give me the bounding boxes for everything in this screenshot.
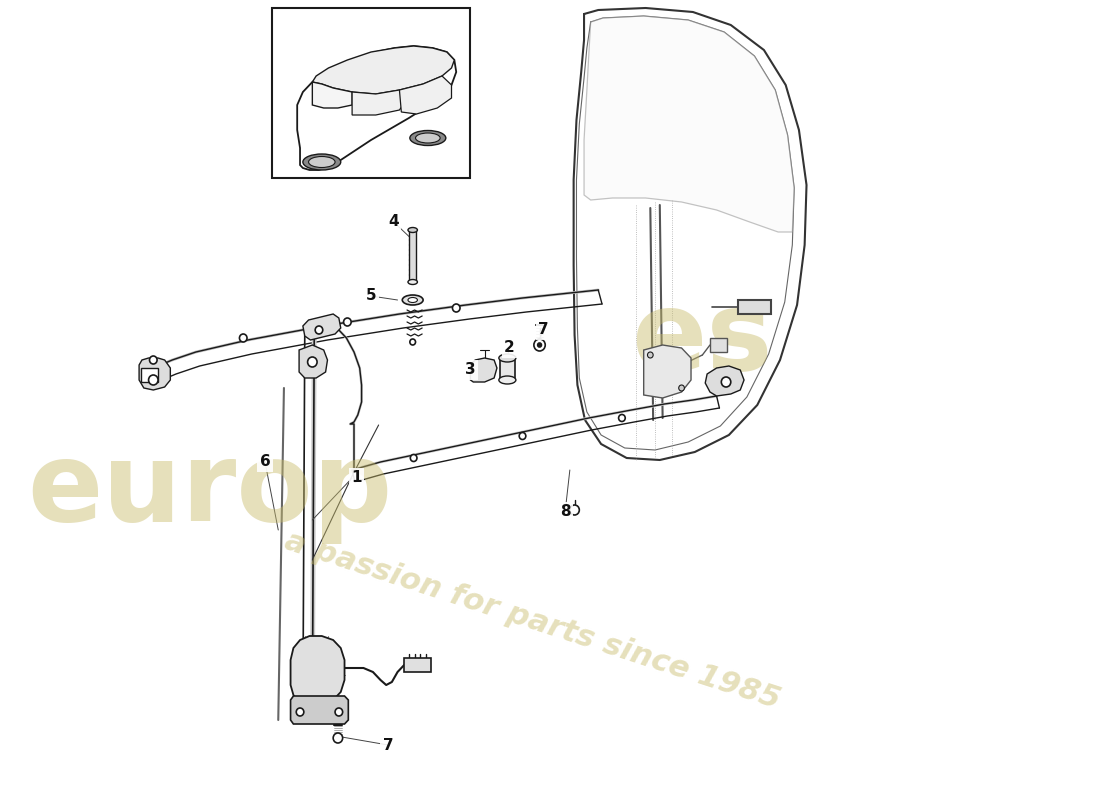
Circle shape [452, 304, 460, 312]
Circle shape [333, 733, 342, 743]
Ellipse shape [408, 298, 417, 302]
Circle shape [538, 343, 541, 347]
Text: 4: 4 [388, 214, 399, 230]
Circle shape [343, 318, 351, 326]
Bar [141, 368, 158, 382]
Text: a passion for parts since 1985: a passion for parts since 1985 [280, 526, 783, 714]
Bar [499, 358, 515, 380]
Ellipse shape [416, 133, 440, 143]
Circle shape [679, 385, 684, 391]
Circle shape [410, 339, 416, 345]
Circle shape [336, 708, 342, 716]
Polygon shape [302, 314, 341, 340]
Text: es: es [631, 286, 773, 394]
Text: 3: 3 [465, 362, 476, 378]
Polygon shape [705, 366, 744, 396]
Bar [710, 338, 727, 352]
Circle shape [150, 356, 157, 364]
Text: 7: 7 [538, 322, 549, 338]
Circle shape [534, 339, 546, 351]
Polygon shape [399, 76, 451, 114]
Circle shape [316, 326, 322, 334]
Ellipse shape [408, 279, 417, 285]
Bar [272, 8, 471, 178]
Circle shape [570, 505, 580, 515]
Polygon shape [299, 345, 328, 378]
Polygon shape [297, 46, 456, 170]
Circle shape [410, 454, 417, 462]
Circle shape [240, 334, 248, 342]
Polygon shape [312, 46, 454, 94]
Ellipse shape [408, 227, 417, 233]
Text: 1: 1 [352, 470, 362, 486]
Text: 5: 5 [365, 289, 376, 303]
Polygon shape [584, 16, 794, 232]
Ellipse shape [309, 157, 336, 167]
Ellipse shape [302, 154, 341, 170]
Circle shape [519, 433, 526, 439]
Circle shape [308, 357, 317, 367]
Polygon shape [290, 636, 344, 704]
Circle shape [618, 414, 625, 422]
Circle shape [148, 375, 158, 385]
Text: 6: 6 [260, 454, 271, 470]
Text: 7: 7 [383, 738, 394, 753]
Ellipse shape [498, 376, 516, 384]
Polygon shape [290, 696, 349, 724]
Text: europ: europ [28, 437, 393, 543]
Polygon shape [312, 82, 352, 108]
Ellipse shape [403, 295, 424, 305]
Text: 8: 8 [560, 505, 571, 519]
Text: 2: 2 [504, 341, 515, 355]
Polygon shape [352, 90, 409, 115]
Bar [404, 658, 431, 672]
Polygon shape [471, 358, 497, 382]
Polygon shape [644, 345, 691, 398]
Circle shape [648, 352, 653, 358]
Ellipse shape [410, 130, 446, 146]
Ellipse shape [498, 354, 516, 362]
Bar [738, 300, 771, 314]
Polygon shape [139, 358, 170, 390]
Bar [409, 230, 417, 282]
Circle shape [296, 708, 304, 716]
Circle shape [722, 377, 730, 387]
